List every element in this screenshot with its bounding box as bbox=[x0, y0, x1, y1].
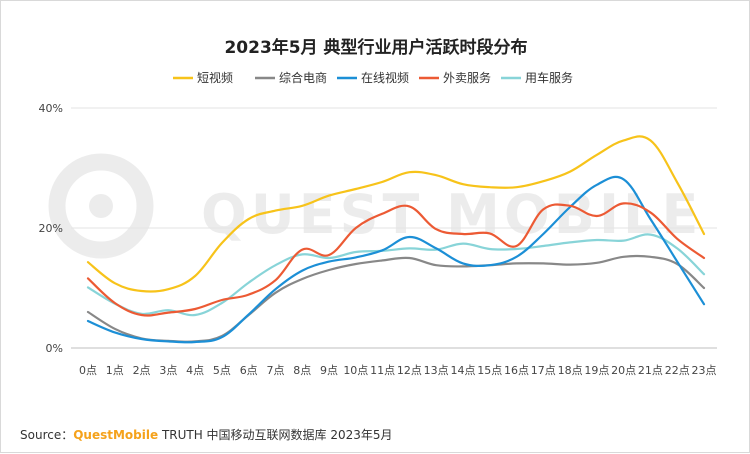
legend-label: 用车服务 bbox=[525, 70, 573, 85]
x-tick-label: 4点 bbox=[186, 364, 204, 377]
x-tick-label: 23点 bbox=[692, 364, 717, 377]
x-tick-label: 9点 bbox=[320, 364, 338, 377]
x-axis-labels: 0点 1点 2点 3点 4点 5点 6点 7点 8点 9点 10点 11点 12点 13点 14点 15点 16… bbox=[79, 364, 717, 377]
watermark-text: QUEST MOBILE bbox=[201, 183, 702, 246]
series-line-2 bbox=[86, 254, 706, 343]
x-tick-label: 18点 bbox=[558, 364, 583, 377]
legend-item: 综合电商 bbox=[255, 70, 327, 85]
x-tick-label: 7点 bbox=[266, 364, 284, 377]
x-tick-label: 8点 bbox=[293, 364, 311, 377]
legend-label: 在线视频 bbox=[361, 70, 409, 85]
x-tick-label: 3点 bbox=[159, 364, 177, 377]
gridlines bbox=[71, 107, 717, 349]
x-tick-label: 10点 bbox=[343, 364, 368, 377]
x-tick-label: 13点 bbox=[424, 364, 449, 377]
watermark: QUEST MOBILE bbox=[48, 153, 702, 259]
x-tick-label: 1点 bbox=[106, 364, 124, 377]
series-line-3 bbox=[86, 175, 706, 344]
series-lines bbox=[86, 135, 706, 344]
x-tick-label: 0点 bbox=[79, 364, 97, 377]
x-tick-label: 19点 bbox=[584, 364, 609, 377]
source-label: Source： bbox=[20, 428, 74, 442]
series-line-5 bbox=[86, 233, 706, 317]
legend-label: 短视频 bbox=[197, 70, 233, 85]
x-tick-label: 16点 bbox=[504, 364, 529, 377]
chart-title: 2023年5月 典型行业用户活跃时段分布 bbox=[224, 37, 527, 58]
legend-label: 综合电商 bbox=[279, 70, 327, 85]
x-tick-label: 5点 bbox=[213, 364, 231, 377]
source-note: Source：QuestMobile TRUTH 中国移动互联网数据库 2023… bbox=[20, 426, 393, 443]
source-text: TRUTH 中国移动互联网数据库 2023年5月 bbox=[158, 428, 393, 442]
x-tick-label: 15点 bbox=[477, 364, 502, 377]
x-tick-label: 21点 bbox=[638, 364, 663, 377]
legend-item: 在线视频 bbox=[337, 70, 409, 85]
x-tick-label: 14点 bbox=[450, 364, 475, 377]
x-tick-label: 20点 bbox=[611, 364, 636, 377]
legend: 短视频 综合电商 在线视频 外卖服务 用车服务 bbox=[173, 70, 573, 85]
source-brand: QuestMobile bbox=[73, 428, 159, 442]
series-line-4 bbox=[86, 202, 706, 317]
y-axis: 0% 20% 40% bbox=[39, 102, 63, 355]
legend-item: 用车服务 bbox=[501, 70, 573, 85]
y-tick-label-0: 0% bbox=[46, 342, 63, 355]
x-tick-label: 12点 bbox=[397, 364, 422, 377]
x-tick-label: 2点 bbox=[133, 364, 151, 377]
x-tick-label: 11点 bbox=[370, 364, 395, 377]
y-tick-label-1: 20% bbox=[39, 222, 63, 235]
x-tick-label: 22点 bbox=[665, 364, 690, 377]
x-tick-label: 17点 bbox=[531, 364, 556, 377]
legend-label: 外卖服务 bbox=[443, 70, 491, 85]
legend-item: 短视频 bbox=[173, 70, 233, 85]
x-tick-label: 6点 bbox=[240, 364, 258, 377]
y-tick-label-2: 40% bbox=[39, 102, 63, 115]
series-line-1 bbox=[86, 135, 706, 293]
legend-item: 外卖服务 bbox=[419, 70, 491, 85]
